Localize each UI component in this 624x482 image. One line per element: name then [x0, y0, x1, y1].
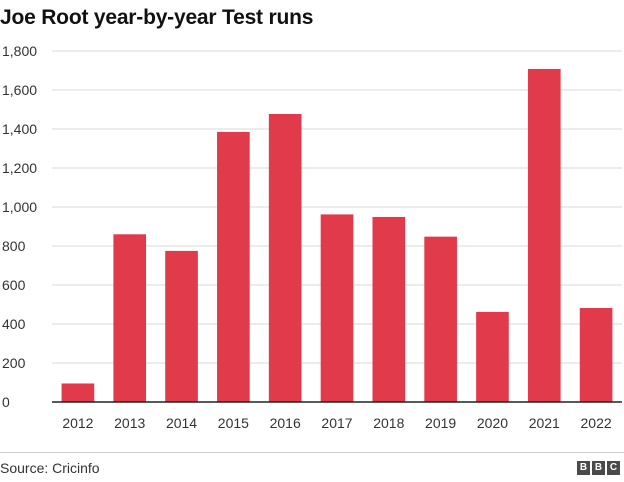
axes: 0 200 400 600 800 1,000 1,200 1,400 1,600 1,800 20… — [2, 43, 622, 431]
y-tick-label: 200 — [2, 355, 26, 371]
x-tick-label: 2020 — [477, 415, 508, 431]
bar — [476, 311, 509, 402]
x-tick-label: 2017 — [321, 415, 352, 431]
chart-title: Joe Root year-by-year Test runs — [0, 6, 314, 29]
bar — [165, 250, 198, 402]
x-tick-label: 2012 — [62, 415, 93, 431]
bar — [217, 131, 250, 403]
bbc-logo-letter: C — [607, 461, 620, 475]
bar — [579, 308, 613, 402]
bar — [268, 113, 302, 403]
y-tick-label: 800 — [2, 238, 26, 254]
y-tick-label: 1,200 — [2, 160, 37, 176]
x-tick-label: 2021 — [529, 415, 560, 431]
y-tick-label: 400 — [2, 316, 26, 332]
bbc-logo: B B C — [577, 461, 620, 475]
bbc-logo-letter: B — [577, 461, 590, 475]
x-tick-label: 2022 — [581, 415, 612, 431]
bar — [320, 214, 354, 402]
bar — [527, 68, 561, 402]
x-tick-label: 2018 — [373, 415, 404, 431]
bars — [61, 68, 613, 403]
y-tick-label: 0 — [2, 394, 10, 410]
bbc-logo-letter: B — [592, 461, 605, 475]
bar — [113, 234, 147, 402]
y-tick-label: 600 — [2, 277, 26, 293]
x-tick-label: 2014 — [166, 415, 197, 431]
y-tick-label: 1,400 — [2, 121, 37, 137]
footer-divider — [0, 452, 624, 453]
source-note: Source: Cricinfo — [0, 460, 100, 476]
x-tick-label: 2016 — [270, 415, 301, 431]
y-tick-label: 1,000 — [2, 199, 37, 215]
bar — [61, 383, 95, 402]
bar — [424, 236, 457, 402]
bar — [372, 216, 406, 402]
x-tick-label: 2015 — [218, 415, 249, 431]
x-tick-label: 2019 — [425, 415, 456, 431]
x-tick-label: 2013 — [114, 415, 145, 431]
y-tick-label: 1,600 — [2, 82, 37, 98]
y-tick-label: 1,800 — [2, 43, 37, 59]
